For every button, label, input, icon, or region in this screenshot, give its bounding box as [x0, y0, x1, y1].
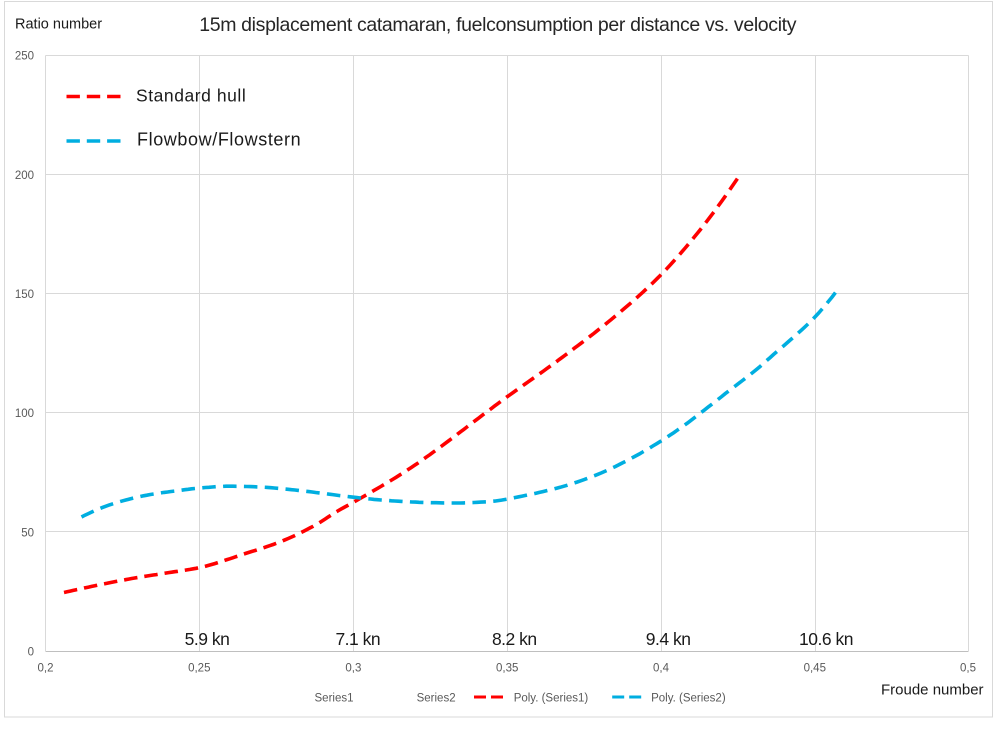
svg-text:8.2 kn: 8.2 kn	[492, 629, 537, 649]
svg-text:0: 0	[28, 647, 34, 659]
svg-text:0,25: 0,25	[188, 663, 210, 675]
svg-text:50: 50	[21, 527, 34, 539]
svg-text:150: 150	[15, 289, 34, 301]
svg-text:15m displacement catamaran, fu: 15m displacement catamaran, fuelconsumpt…	[199, 14, 797, 36]
svg-text:250: 250	[15, 51, 34, 63]
svg-text:9.4 kn: 9.4 kn	[646, 629, 691, 649]
svg-text:Poly. (Series2): Poly. (Series2)	[651, 693, 726, 705]
svg-text:5.9 kn: 5.9 kn	[185, 629, 230, 649]
svg-text:Froude number: Froude number	[881, 682, 984, 699]
svg-text:100: 100	[15, 408, 34, 420]
svg-text:0,45: 0,45	[804, 663, 826, 675]
svg-text:200: 200	[15, 170, 34, 182]
svg-text:0,2: 0,2	[38, 663, 54, 675]
svg-text:0,35: 0,35	[496, 663, 518, 675]
svg-text:0,5: 0,5	[960, 663, 976, 675]
svg-text:0,4: 0,4	[653, 663, 670, 675]
svg-text:Poly. (Series1): Poly. (Series1)	[514, 693, 589, 705]
svg-text:0,3: 0,3	[345, 663, 361, 675]
svg-text:Standard hull: Standard hull	[136, 86, 246, 106]
svg-text:Series1: Series1	[315, 693, 354, 705]
svg-text:10.6 kn: 10.6 kn	[799, 629, 853, 649]
svg-text:Flowbow/Flowstern: Flowbow/Flowstern	[137, 130, 301, 150]
svg-text:Ratio number: Ratio number	[15, 17, 102, 33]
svg-text:7.1 kn: 7.1 kn	[335, 629, 380, 649]
svg-text:Series2: Series2	[417, 693, 456, 705]
